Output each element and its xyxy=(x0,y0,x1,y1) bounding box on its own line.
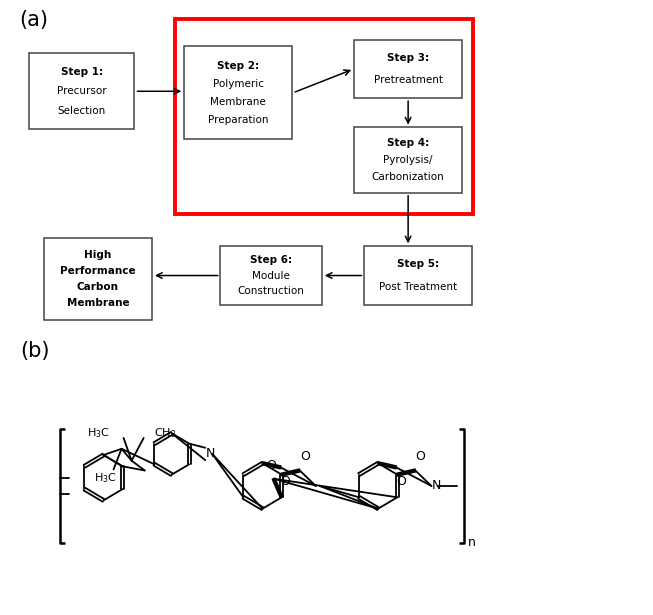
Text: Performance: Performance xyxy=(60,266,136,276)
Text: Selection: Selection xyxy=(57,106,106,116)
Text: Membrane: Membrane xyxy=(67,298,129,308)
Text: H$_3$C: H$_3$C xyxy=(87,426,110,440)
Text: Step 3:: Step 3: xyxy=(387,53,429,63)
Text: High: High xyxy=(84,250,112,260)
Text: O: O xyxy=(300,450,310,462)
Text: Carbonization: Carbonization xyxy=(372,172,445,182)
Text: Module: Module xyxy=(252,271,290,280)
Text: O: O xyxy=(415,450,425,462)
Text: Step 2:: Step 2: xyxy=(217,61,259,71)
Text: N: N xyxy=(206,448,215,461)
Text: Polymeric: Polymeric xyxy=(213,79,264,89)
Text: n: n xyxy=(468,536,475,549)
Text: N: N xyxy=(432,480,441,493)
Text: Construction: Construction xyxy=(238,286,304,296)
FancyBboxPatch shape xyxy=(29,54,134,129)
FancyBboxPatch shape xyxy=(364,246,471,305)
Text: Step 6:: Step 6: xyxy=(250,255,292,265)
FancyBboxPatch shape xyxy=(221,246,321,305)
Text: O: O xyxy=(266,459,277,472)
FancyBboxPatch shape xyxy=(185,47,293,140)
Text: (b): (b) xyxy=(20,341,50,362)
Text: Step 1:: Step 1: xyxy=(61,66,103,76)
Text: Preparation: Preparation xyxy=(208,115,268,125)
Text: O: O xyxy=(281,475,291,488)
Text: Step 5:: Step 5: xyxy=(397,260,439,269)
Text: Pyrolysis/: Pyrolysis/ xyxy=(383,155,433,165)
Text: H$_3$C: H$_3$C xyxy=(94,471,117,485)
Text: CH$_3$: CH$_3$ xyxy=(153,426,176,440)
FancyBboxPatch shape xyxy=(354,127,462,193)
Text: Post Treatment: Post Treatment xyxy=(379,282,457,292)
Text: Pretreatment: Pretreatment xyxy=(374,75,443,85)
Text: (a): (a) xyxy=(20,10,48,30)
Text: O: O xyxy=(396,475,406,488)
Text: Step 4:: Step 4: xyxy=(387,138,429,148)
Text: Membrane: Membrane xyxy=(210,97,266,107)
FancyBboxPatch shape xyxy=(44,237,151,320)
Text: Precursor: Precursor xyxy=(57,86,106,97)
Text: Carbon: Carbon xyxy=(77,282,119,292)
FancyBboxPatch shape xyxy=(354,39,462,98)
